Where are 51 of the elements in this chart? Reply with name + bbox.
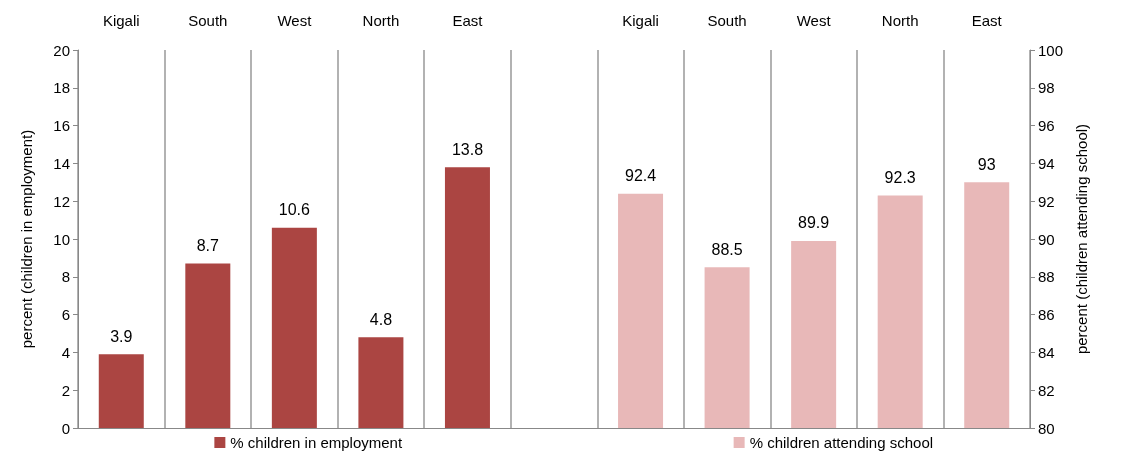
y-tick-label: 4 <box>61 343 70 361</box>
data-label: 8.7 <box>196 237 220 255</box>
y2-tick-label: 86 <box>1038 306 1055 324</box>
bar <box>358 337 404 428</box>
x-tick-label: North <box>881 12 919 29</box>
y-tick-label: 10 <box>53 230 70 248</box>
x-tick-label: South <box>707 12 747 29</box>
x-tick-label: East <box>971 12 1003 29</box>
bar <box>185 263 231 428</box>
y-tick-label: 14 <box>53 154 70 172</box>
data-label: 92.4 <box>624 167 657 185</box>
x-tick-label: Kigali <box>622 12 659 29</box>
y-tick-label: 20 <box>53 41 70 59</box>
data-label: 13.8 <box>451 140 484 158</box>
y-tick-label: 0 <box>61 419 70 437</box>
y2-axis-title: percent (children attending school) <box>1073 123 1090 355</box>
y2-tick-label: 96 <box>1038 117 1055 135</box>
y-tick-label: 6 <box>61 306 70 324</box>
data-label: 10.6 <box>278 201 311 219</box>
y2-tick-label: 90 <box>1038 230 1055 248</box>
y2-tick-label: 94 <box>1038 154 1055 172</box>
y2-tick-label: 92 <box>1038 192 1055 210</box>
y2-tick-label: 80 <box>1038 419 1055 437</box>
data-label: 89.9 <box>798 214 830 232</box>
data-label: 4.8 <box>369 310 393 328</box>
x-tick-label: Kigali <box>102 12 140 29</box>
x-tick-label: West <box>796 12 832 29</box>
bar <box>271 227 317 428</box>
y-tick-label: 18 <box>53 79 70 97</box>
bar <box>98 354 144 428</box>
y2-tick-label: 82 <box>1038 381 1055 399</box>
data-label: 93 <box>977 155 996 173</box>
x-tick-label: North <box>362 12 400 29</box>
data-label: 88.5 <box>711 240 743 258</box>
y2-tick-label: 88 <box>1038 268 1055 286</box>
y2-tick-label: 98 <box>1038 79 1055 97</box>
y2-tick-label: 84 <box>1038 343 1055 361</box>
x-tick-label: South <box>188 12 228 29</box>
y-tick-label: 16 <box>53 117 70 135</box>
data-label: 3.9 <box>110 327 133 345</box>
x-tick-label: West <box>277 12 313 29</box>
x-tick-label: East <box>452 12 484 29</box>
y-axis-title: percent (children in employment) <box>18 129 35 349</box>
data-label: 92.3 <box>884 169 916 187</box>
bar <box>444 167 490 428</box>
y2-tick-label: 100 <box>1038 41 1064 59</box>
legend-label: % children in employment <box>230 434 403 451</box>
y-tick-label: 8 <box>61 268 70 286</box>
legend-label: % children attending school <box>749 434 934 451</box>
y-tick-label: 12 <box>53 192 70 210</box>
y-tick-label: 2 <box>61 381 70 399</box>
